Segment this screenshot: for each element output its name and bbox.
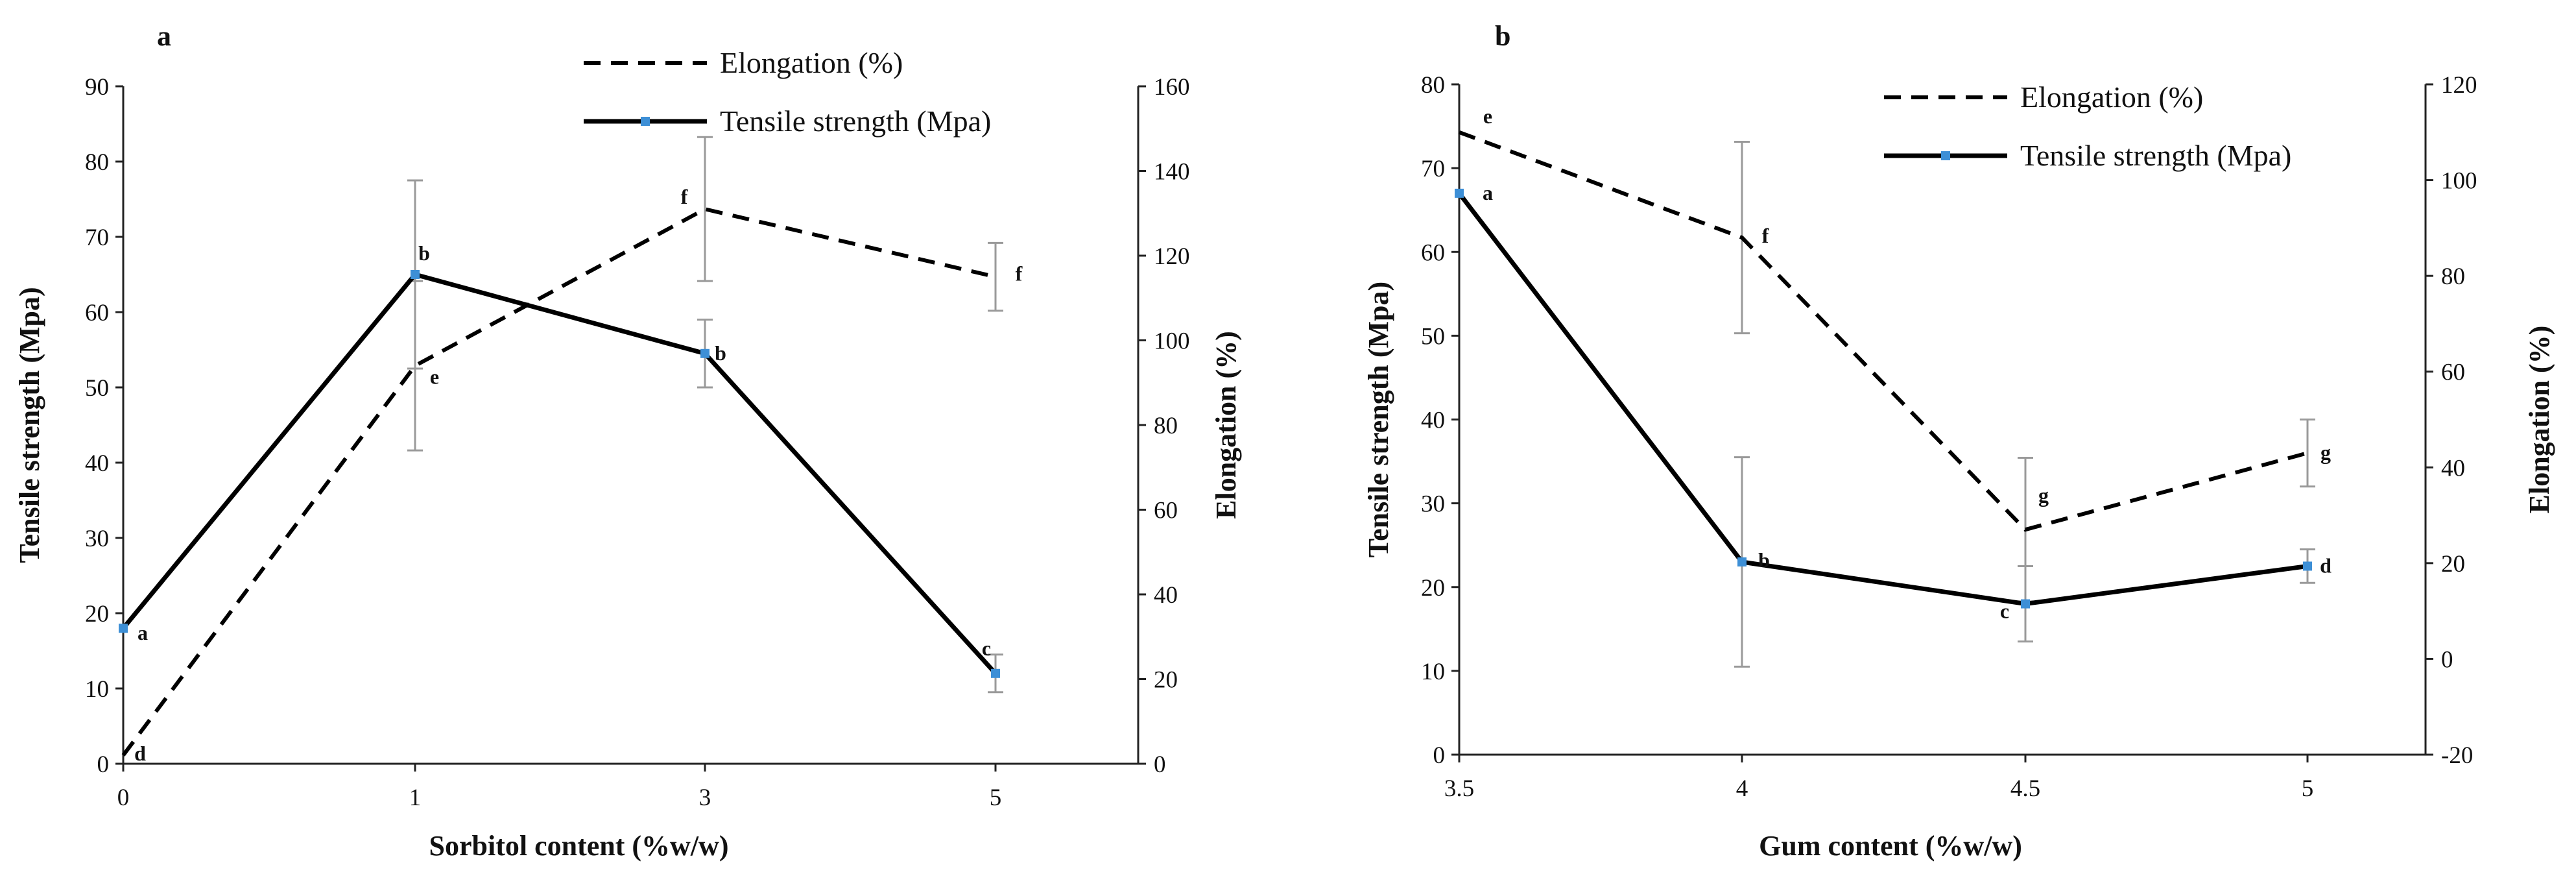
legend-tensile-marker bbox=[641, 117, 650, 126]
left-y-axis-title: Tensile strength (Mpa) bbox=[14, 287, 45, 563]
left-y-tick-label: 40 bbox=[85, 450, 109, 477]
tensile-strength-significance-label: b bbox=[715, 341, 726, 365]
left-y-tick-label: 20 bbox=[85, 601, 109, 627]
left-y-tick-label: 10 bbox=[1421, 659, 1445, 685]
legend-tensile-label: Tensile strength (Mpa) bbox=[2020, 139, 2291, 172]
right-y-tick-label: 20 bbox=[1154, 667, 1178, 694]
x-tick-label: 0 bbox=[117, 785, 130, 811]
elongation-significance-label: d bbox=[134, 742, 146, 765]
left-y-tick-label: 40 bbox=[1421, 408, 1445, 434]
x-tick-label: 3 bbox=[699, 785, 711, 811]
right-y-tick-label: 160 bbox=[1154, 74, 1190, 101]
tensile-strength-point bbox=[700, 348, 710, 358]
panel-label: b bbox=[1495, 20, 1510, 52]
left-y-axis-title: Tensile strength (Mpa) bbox=[1363, 282, 1394, 557]
right-y-tick-label: 100 bbox=[1154, 328, 1190, 355]
x-tick-label: 3.5 bbox=[1444, 775, 1474, 802]
elongation-significance-label: e bbox=[430, 365, 439, 389]
left-y-tick-label: 0 bbox=[97, 751, 110, 778]
left-y-tick-label: 70 bbox=[85, 225, 109, 251]
tensile-strength-significance-label: a bbox=[1483, 181, 1493, 204]
tensile-strength-significance-label: b bbox=[418, 241, 430, 265]
tensile-strength-line bbox=[1457, 191, 2308, 607]
tensile-strength-significance-label: a bbox=[137, 621, 148, 644]
legend-tensile-marker bbox=[1941, 151, 1950, 160]
tensile-strength-point bbox=[2021, 599, 2030, 609]
left-y-tick-label: 30 bbox=[85, 526, 109, 552]
right-y-tick-label: 0 bbox=[2441, 646, 2453, 673]
tensile-strength-significance-label: b bbox=[1758, 548, 1770, 572]
right-y-tick-label: 20 bbox=[2441, 551, 2465, 578]
right-y-tick-label: 80 bbox=[1154, 413, 1178, 439]
elongation-significance-label: g bbox=[2038, 483, 2049, 507]
right-y-tick-label: 40 bbox=[1154, 582, 1178, 609]
right-y-axis-title: Elongation (%) bbox=[1210, 331, 1242, 519]
tensile-strength-point bbox=[1737, 557, 1747, 567]
left-y-tick-label: 60 bbox=[1421, 239, 1445, 266]
tensile-strength-significance-label: c bbox=[2000, 600, 2009, 623]
elongation-line bbox=[121, 207, 996, 757]
elongation-significance-label: e bbox=[1483, 104, 1492, 128]
right-y-tick-label: 100 bbox=[2441, 168, 2477, 195]
left-y-tick-label: 70 bbox=[1421, 156, 1445, 182]
right-y-tick-label: 60 bbox=[2441, 359, 2465, 386]
right-y-axis-title: Elongation (%) bbox=[2523, 326, 2555, 514]
right-y-tick-label: 0 bbox=[1154, 751, 1166, 778]
tensile-strength-point bbox=[1455, 188, 1464, 198]
legend-elongation-label: Elongation (%) bbox=[720, 46, 903, 79]
left-y-tick-label: 20 bbox=[1421, 575, 1445, 602]
tensile-strength-point bbox=[2303, 561, 2312, 571]
right-y-tick-label: -20 bbox=[2441, 742, 2473, 769]
left-y-tick-label: 90 bbox=[85, 74, 109, 101]
x-tick-label: 1 bbox=[409, 785, 422, 811]
legend-elongation-label: Elongation (%) bbox=[2020, 80, 2203, 114]
x-tick-label: 5 bbox=[990, 785, 1002, 811]
tensile-strength-significance-label: d bbox=[2320, 554, 2332, 577]
elongation-significance-label: f bbox=[1762, 224, 1769, 247]
tensile-strength-point bbox=[991, 668, 1000, 678]
tensile-strength-point bbox=[119, 624, 128, 633]
right-y-tick-label: 120 bbox=[1154, 243, 1190, 270]
left-y-tick-label: 50 bbox=[85, 375, 109, 402]
left-y-tick-label: 0 bbox=[1433, 742, 1446, 769]
x-tick-label: 5 bbox=[2302, 775, 2314, 802]
left-y-tick-label: 60 bbox=[85, 300, 109, 326]
right-y-tick-label: 40 bbox=[2441, 455, 2465, 481]
right-y-tick-label: 140 bbox=[1154, 159, 1190, 186]
left-y-tick-label: 10 bbox=[85, 676, 109, 703]
chart-panel-a: 0102030405060708090020406080100120140160… bbox=[14, 20, 1242, 862]
left-y-tick-label: 80 bbox=[85, 149, 109, 176]
x-tick-label: 4 bbox=[1736, 775, 1748, 802]
panel-label: a bbox=[157, 20, 171, 52]
legend-tensile-label: Tensile strength (Mpa) bbox=[720, 104, 991, 138]
chart-panel-b: 0 10 20 30 40 50 60 70 80 -20 0 20 40 60 80 100 120 3.5 4 4… bbox=[1363, 20, 2555, 862]
left-y-tick-label: 50 bbox=[1421, 323, 1445, 350]
right-y-tick-label: 120 bbox=[2441, 72, 2477, 99]
left-y-tick-label: 80 bbox=[1421, 72, 1445, 99]
x-axis-title: Sorbitol content (%w/w) bbox=[429, 830, 729, 862]
right-y-tick-label: 80 bbox=[2441, 263, 2465, 290]
tensile-strength-significance-label: c bbox=[982, 637, 991, 660]
elongation-line bbox=[1458, 130, 2308, 532]
left-y-tick-label: 30 bbox=[1421, 491, 1445, 518]
elongation-significance-label: g bbox=[2320, 441, 2331, 464]
elongation-significance-label: f bbox=[1016, 262, 1023, 286]
tensile-strength-line bbox=[121, 272, 997, 675]
right-y-tick-label: 60 bbox=[1154, 498, 1178, 524]
elongation-significance-label: f bbox=[681, 185, 688, 208]
x-axis-title: Gum content (%w/w) bbox=[1759, 830, 2022, 862]
x-tick-label: 4.5 bbox=[2010, 775, 2040, 802]
tensile-strength-point bbox=[411, 270, 420, 279]
